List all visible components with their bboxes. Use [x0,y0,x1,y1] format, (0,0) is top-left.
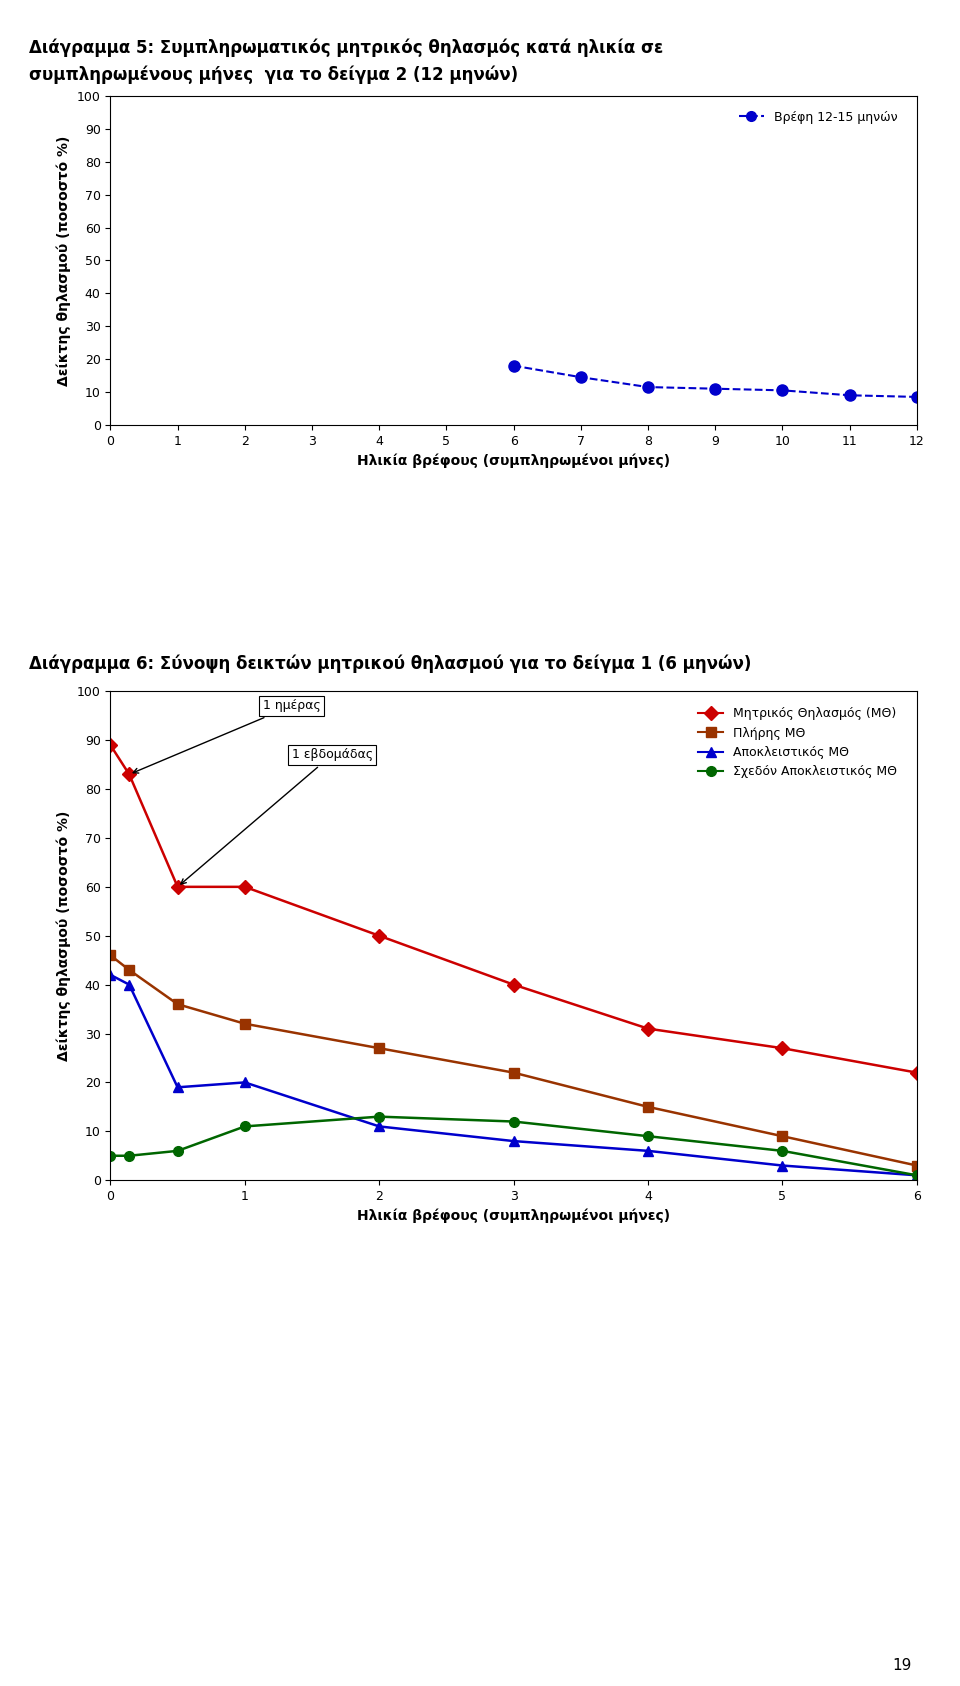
Text: συμπληρωμένους μήνες  για το δείγμα 2 (12 μηνών): συμπληρωμένους μήνες για το δείγμα 2 (12… [29,66,518,84]
Legend: Βρέφη 12-15 μηνών: Βρέφη 12-15 μηνών [733,106,902,128]
Text: 19: 19 [893,1657,912,1673]
Text: Διάγραμμα 5: Συμπληρωματικός μητρικός θηλασμός κατά ηλικία σε: Διάγραμμα 5: Συμπληρωματικός μητρικός θη… [29,39,663,57]
Y-axis label: Δείκτης θηλασμού (ποσοστό %): Δείκτης θηλασμού (ποσοστό %) [57,135,71,386]
X-axis label: Ηλικία βρέφους (συμπληρωμένοι μήνες): Ηλικία βρέφους (συμπληρωμένοι μήνες) [357,1209,670,1222]
Text: Διάγραμμα 6: Σύνοψη δεικτών μητρικού θηλασμού για το δείγμα 1 (6 μηνών): Διάγραμμα 6: Σύνοψη δεικτών μητρικού θηλ… [29,654,751,673]
Legend: Μητρικός Θηλασμός (ΜΘ), Πλήρης ΜΘ, Αποκλειστικός ΜΘ, Σχεδόν Αποκλειστικός ΜΘ: Μητρικός Θηλασμός (ΜΘ), Πλήρης ΜΘ, Αποκλ… [693,703,902,784]
Text: 1 εβδομάδας: 1 εβδομάδας [180,749,372,883]
Text: 1 ημέρας: 1 ημέρας [133,700,321,774]
X-axis label: Ηλικία βρέφους (συμπληρωμένοι μήνες): Ηλικία βρέφους (συμπληρωμένοι μήνες) [357,454,670,467]
Y-axis label: Δείκτης θηλασμού (ποσοστό %): Δείκτης θηλασμού (ποσοστό %) [57,811,71,1060]
